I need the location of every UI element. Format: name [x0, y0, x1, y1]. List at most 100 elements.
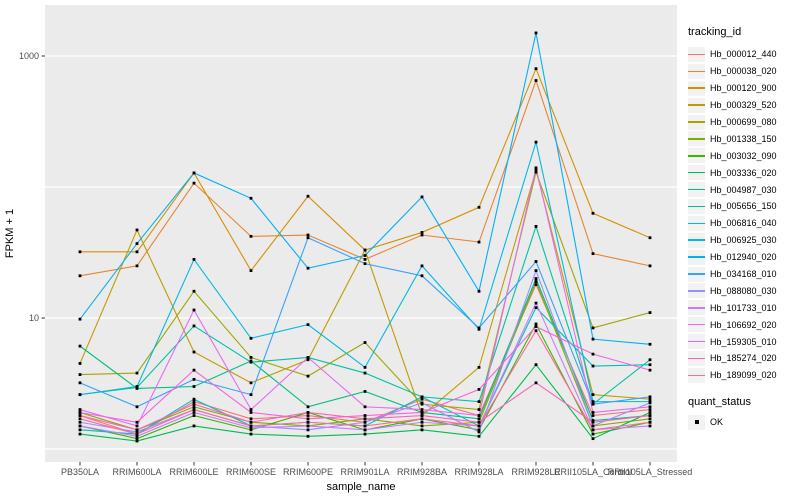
legend-item-Hb_000699_080: Hb_000699_080	[688, 114, 798, 131]
data-point-Hb_012940_020-RRII105LA_Stressed	[648, 342, 652, 346]
legend-title-tracking-id: tracking_id	[688, 26, 742, 38]
legend-label-Hb_000120_900: Hb_000120_900	[710, 83, 777, 94]
legend-title-quant-status: quant_status	[688, 395, 751, 408]
y-axis-title: FPKM + 1	[4, 209, 16, 258]
data-point-Hb_000329_520-RRIM600SE	[249, 381, 253, 385]
data-point-Hb_185274_020-RRIM600LE	[192, 402, 196, 406]
legend-item-Hb_106692_020: Hb_106692_020	[688, 316, 798, 333]
legend-line-swatch-icon	[688, 357, 705, 360]
data-point-Hb_034168_010-RRIM928LE	[534, 260, 538, 263]
legend-key-Hb_005656_150	[688, 198, 705, 214]
legend-line-swatch-icon	[688, 306, 705, 309]
data-point-Hb_000699_080-RRII105LA_Stressed	[648, 311, 652, 314]
legend-label-Hb_101733_010: Hb_101733_010	[710, 302, 777, 313]
data-point-Hb_006925_030-RRIM600LE	[192, 258, 196, 261]
legend-item-Hb_189099_020: Hb_189099_020	[688, 367, 798, 384]
legend-label-Hb_000329_520: Hb_000329_520	[710, 100, 777, 111]
data-point-Hb_001338_150-RRIM600LE	[192, 405, 196, 409]
y-tick-label: 10	[29, 313, 39, 323]
legend-label-Hb_000038_020: Hb_000038_020	[710, 66, 777, 77]
legend-key-Hb_003336_020	[688, 165, 705, 181]
data-point-Hb_185274_020-RRIM901LA	[363, 417, 367, 421]
data-point-Hb_185274_020-RRIM600PE	[306, 411, 310, 414]
data-point-Hb_003336_020-RRIM928BA	[420, 428, 424, 432]
data-point-Hb_000329_520-RRII105LA_Control	[591, 393, 595, 397]
data-point-Hb_000329_520-RRIM600LE	[192, 350, 196, 354]
data-point-Hb_006925_030-RRIM600PE	[306, 323, 310, 327]
data-point-Hb_000120_900-RRIM600SE	[249, 269, 253, 273]
legend-key-Hb_034168_010	[688, 266, 705, 282]
data-point-Hb_004987_030-RRIM600LE	[192, 385, 196, 388]
data-point-Hb_000038_020-RRIM600SE	[249, 234, 253, 238]
legend-key-Hb_001338_150	[688, 131, 705, 147]
data-point-Hb_006925_030-RRIM928BA	[420, 264, 424, 268]
data-point-Hb_000699_080-RRIM928LE	[534, 170, 538, 174]
x-tick-label-PB350LA: PB350LA	[61, 467, 99, 477]
data-point-Hb_189099_020-PB350LA	[78, 417, 82, 421]
data-point-Hb_106692_020-RRII105LA_Stressed	[648, 405, 652, 409]
x-tick-label-RRIM600SE: RRIM600SE	[226, 467, 276, 477]
data-point-Hb_034168_010-RRIM600LE	[192, 377, 196, 381]
data-point-Hb_185274_020-RRIM928LE	[534, 381, 538, 385]
x-tick-label-RRIM928LA: RRIM928LA	[454, 467, 503, 477]
data-point-Hb_000120_900-RRIM928LE	[534, 67, 538, 71]
data-point-Hb_004987_030-PB350LA	[78, 344, 82, 348]
data-point-Hb_003336_020-PB350LA	[78, 432, 82, 436]
data-point-Hb_189099_020-RRIM600SE	[249, 424, 253, 428]
x-tick-label-RRIM600LA: RRIM600LA	[112, 467, 161, 477]
x-tick-label-RRIM928BA: RRIM928BA	[397, 467, 447, 477]
data-point-Hb_012940_020-RRIM901LA	[363, 254, 367, 257]
data-point-Hb_001338_150-RRIM928LE	[534, 280, 538, 283]
data-point-Hb_000038_020-RRIM928BA	[420, 233, 424, 237]
data-point-Hb_003336_020-RRIM600SE	[249, 432, 253, 436]
data-point-Hb_000120_900-RRIM600PE	[306, 194, 310, 198]
data-point-Hb_101733_010-RRII105LA_Stressed	[648, 424, 652, 428]
data-point-Hb_006816_040-PB350LA	[78, 428, 82, 432]
legend-item-Hb_000120_900: Hb_000120_900	[688, 80, 798, 97]
data-point-Hb_088080_030-RRIM600PE	[306, 428, 310, 432]
data-point-Hb_000699_080-PB350LA	[78, 373, 82, 376]
data-point-Hb_159305_010-RRIM928LA	[477, 388, 481, 391]
data-point-Hb_088080_030-RRII105LA_Control	[591, 424, 595, 428]
data-point-Hb_185274_020-RRII105LA_Stressed	[648, 414, 652, 417]
data-point-Hb_000012_440-RRIM928LE	[534, 283, 538, 286]
legend-line-swatch-icon	[688, 323, 705, 326]
data-point-Hb_106692_020-RRIM928BA	[420, 408, 424, 411]
legend-item-Hb_006816_040: Hb_006816_040	[688, 215, 798, 232]
data-point-Hb_106692_020-RRIM600SE	[249, 408, 253, 411]
data-point-Hb_106692_020-RRIM600LE	[192, 308, 196, 312]
data-point-Hb_006925_030-PB350LA	[78, 393, 82, 397]
legend-key-Hb_000329_520	[688, 97, 705, 113]
data-point-Hb_189099_020-RRIM600PE	[306, 420, 310, 424]
data-point-Hb_034168_010-RRII105LA_Control	[591, 402, 595, 406]
legend-label-Hb_003032_090: Hb_003032_090	[710, 150, 777, 161]
data-point-Hb_012940_020-RRIM600LA	[135, 242, 139, 245]
data-point-Hb_003336_020-RRIM600PE	[306, 434, 310, 438]
data-point-Hb_006925_030-RRIM600SE	[249, 336, 253, 340]
data-point-Hb_003032_090-RRIM600SE	[249, 428, 253, 432]
data-point-Hb_000120_900-RRII105LA_Control	[591, 211, 595, 215]
data-point-Hb_012940_020-RRIM928LE	[534, 31, 538, 35]
data-point-Hb_189099_020-RRIM600LE	[192, 408, 196, 411]
legend-label-Hb_005656_150: Hb_005656_150	[710, 201, 777, 212]
data-point-Hb_000038_020-RRIM901LA	[363, 258, 367, 261]
data-point-Hb_004987_030-RRIM901LA	[363, 390, 367, 393]
legend-label-Hb_000699_080: Hb_000699_080	[710, 117, 777, 127]
data-point-Hb_189099_020-RRIM600LA	[135, 432, 139, 436]
legend-item-Hb_012940_020: Hb_012940_020	[688, 249, 798, 266]
data-point-Hb_000038_020-RRIM600LA	[135, 264, 139, 268]
data-point-Hb_000012_440-RRII105LA_Control	[591, 414, 595, 417]
data-point-Hb_006816_040-RRIM600LE	[192, 397, 196, 401]
data-point-Hb_005656_150-RRIM600LE	[192, 324, 196, 328]
legend-item-Hb_001338_150: Hb_001338_150	[688, 130, 798, 147]
legend-key-Hb_006816_040	[688, 215, 705, 231]
legend-line-swatch-icon	[688, 273, 705, 275]
data-point-Hb_189099_020-RRII105LA_Control	[591, 428, 595, 432]
data-point-Hb_005656_150-RRIM928LE	[534, 225, 538, 228]
data-point-Hb_101733_010-RRIM600SE	[249, 426, 253, 430]
legend-label-Hb_001338_150: Hb_001338_150	[710, 133, 777, 144]
data-point-Hb_189099_020-RRIM928LE	[534, 329, 538, 333]
data-point-Hb_159305_010-RRIM600SE	[249, 411, 253, 414]
legend-item-Hb_004987_030: Hb_004987_030	[688, 181, 798, 198]
data-point-Hb_185274_020-PB350LA	[78, 414, 82, 417]
